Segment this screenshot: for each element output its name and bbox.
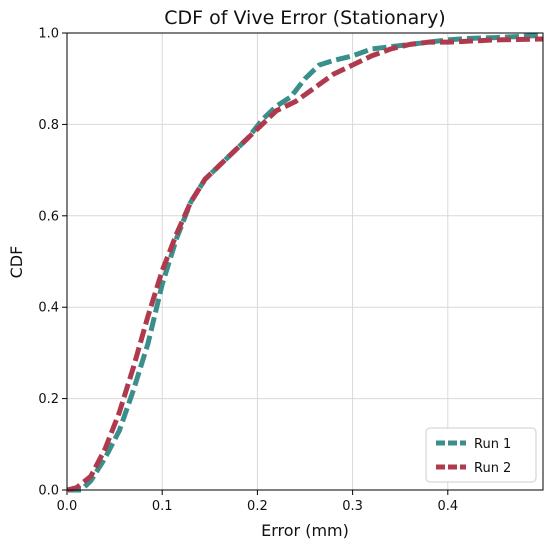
y-tick-label: 0.6 (38, 209, 59, 224)
y-axis-ticks: 0.0 0.2 0.4 0.6 0.8 1.0 (38, 27, 67, 499)
legend: Run 1 Run 2 (425, 427, 537, 483)
series-line-run-2 (66, 36, 544, 493)
x-tick-label: 0.0 (57, 499, 78, 514)
chart-title: CDF of Vive Error (Stationary) (164, 7, 445, 29)
series-layer (66, 32, 544, 493)
y-tick-label: 0.8 (38, 118, 59, 133)
x-tick-label: 0.3 (342, 499, 363, 514)
grid (67, 33, 543, 490)
x-axis-ticks: 0.0 0.1 0.2 0.3 0.4 (57, 490, 458, 514)
y-tick-label: 1.0 (38, 27, 59, 42)
y-tick-label: 0.4 (38, 301, 59, 316)
y-axis-label: CDF (7, 246, 26, 279)
x-axis-label: Error (mm) (261, 521, 349, 540)
y-tick-label: 0.0 (38, 484, 59, 499)
x-tick-label: 0.1 (152, 499, 173, 514)
x-tick-label: 0.4 (437, 499, 458, 514)
x-tick-label: 0.2 (247, 499, 268, 514)
legend-label-run-1: Run 1 (474, 437, 511, 452)
plot-frame (66, 32, 544, 491)
legend-label-run-2: Run 2 (474, 461, 511, 476)
series-line-run-1 (67, 32, 544, 493)
y-tick-label: 0.2 (38, 392, 59, 407)
